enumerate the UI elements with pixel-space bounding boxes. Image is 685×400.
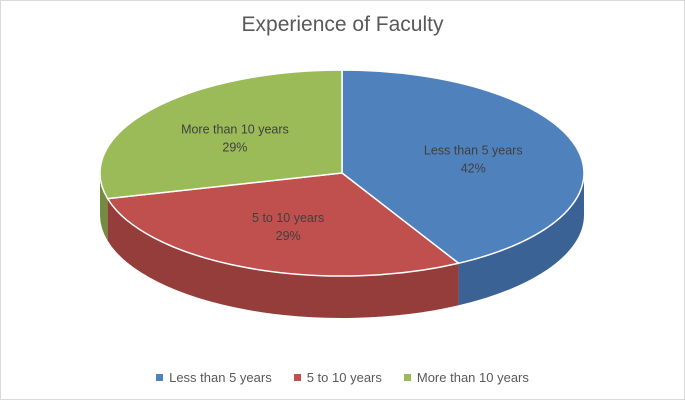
slice-value-5-to-10-years: 29% <box>276 229 301 243</box>
slice-label-more-than-10-years: More than 10 years <box>181 123 289 137</box>
legend-label: More than 10 years <box>416 370 529 385</box>
pie-tops <box>99 69 585 277</box>
chart-title: Experience of Faculty <box>241 13 444 36</box>
pie-slice-more-than-10-years <box>99 69 343 200</box>
legend-item-less-than-5: Less than 5 years <box>156 370 272 385</box>
pie-labels: Less than 5 years 42% 5 to 10 years 29% More… <box>181 123 523 243</box>
legend-swatch <box>293 374 301 381</box>
slice-label-5-to-10-years: 5 to 10 years <box>252 211 324 225</box>
pie-sides <box>100 173 584 318</box>
legend-item-5-to-10: 5 to 10 years <box>293 370 382 385</box>
pie-side-more-than-10-years <box>100 173 108 241</box>
pie-side-5-to-10-years <box>107 198 459 318</box>
pie-side-less-than-5-years <box>458 173 584 306</box>
slice-value-more-than-10-years: 29% <box>222 141 247 155</box>
legend-swatch <box>156 374 164 381</box>
legend-swatch <box>403 374 411 381</box>
slice-value-less-than-5-years: 42% <box>461 162 486 176</box>
legend: Less than 5 years 5 to 10 years More tha… <box>0 370 685 385</box>
pie-slice-5-to-10-years <box>106 172 460 277</box>
legend-item-more-than-10: More than 10 years <box>403 370 529 385</box>
legend-label: 5 to 10 years <box>306 370 382 385</box>
pie-slice-less-than-5-years <box>341 69 585 265</box>
slice-label-less-than-5-years: Less than 5 years <box>424 144 523 158</box>
legend-label: Less than 5 years <box>169 370 272 385</box>
